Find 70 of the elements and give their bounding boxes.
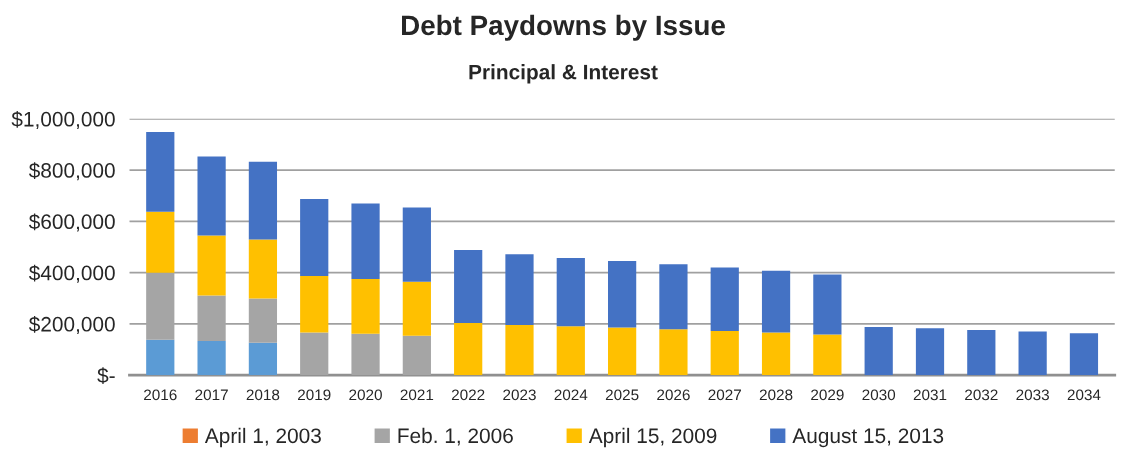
x-tick-label: 2031: [913, 389, 947, 401]
bar: [300, 199, 329, 276]
y-tick-label: $-: [97, 367, 115, 385]
bar: [402, 335, 431, 376]
x-tick-label: 2024: [554, 389, 588, 401]
bar: [248, 239, 278, 299]
bar: [710, 331, 739, 376]
bar: [351, 333, 380, 376]
x-tick-label: 2019: [298, 389, 331, 401]
bar: [197, 341, 226, 376]
bar: [300, 332, 329, 376]
bar: [761, 270, 791, 333]
bar: [197, 156, 226, 236]
bar: [608, 327, 637, 376]
bar: [1069, 333, 1099, 376]
x-tick-label: 2034: [1067, 389, 1101, 401]
x-tick-label: 2016: [144, 389, 177, 401]
x-tick-label: 2021: [400, 389, 434, 401]
chart-subtitle: Principal & Interest: [469, 64, 658, 84]
bar: [402, 281, 431, 336]
y-tick-label: $600,000: [28, 213, 115, 232]
x-tick-label: 2020: [349, 389, 382, 401]
legend-label: April 15, 2009: [588, 427, 717, 448]
bar: [915, 328, 945, 376]
y-tick-label: $200,000: [28, 316, 115, 335]
legend-label: Feb. 1, 2006: [398, 427, 513, 446]
bar: [248, 342, 278, 376]
bar: [967, 330, 996, 376]
bar: [146, 211, 175, 273]
x-tick-label: 2023: [503, 389, 536, 401]
bar: [1018, 331, 1047, 376]
legend-label: August 15, 2013: [792, 428, 944, 448]
x-tick-label: 2033: [1016, 389, 1049, 401]
x-tick-label: 2018: [246, 389, 280, 401]
bar: [351, 279, 380, 334]
x-tick-label: 2027: [708, 389, 741, 401]
bar: [351, 203, 380, 280]
bar: [659, 264, 688, 330]
x-tick-label: 2026: [657, 389, 690, 401]
bar: [761, 332, 791, 376]
x-tick-label: 2017: [195, 389, 228, 401]
y-tick-label: $1,000,000: [11, 110, 115, 130]
bar: [146, 339, 175, 376]
bar: [864, 326, 893, 376]
bar: [659, 329, 688, 376]
x-tick-label: 2032: [965, 389, 998, 401]
bar: [402, 207, 431, 282]
bar: [146, 131, 175, 212]
bar: [505, 324, 534, 376]
x-tick-label: 2029: [811, 389, 844, 401]
bar: [556, 258, 585, 327]
legend-label: April 1, 2003: [204, 427, 321, 448]
bar: [454, 323, 483, 376]
x-tick-label: 2030: [862, 389, 896, 401]
bar: [813, 274, 842, 335]
chart-title: Debt Paydowns by Issue: [402, 14, 725, 41]
x-tick-label: 2022: [451, 389, 485, 401]
bar: [556, 326, 585, 376]
bar: [813, 334, 842, 376]
x-tick-label: 2028: [759, 389, 793, 401]
bar: [608, 261, 637, 328]
bar: [300, 275, 329, 333]
bar: [710, 267, 739, 332]
x-tick-label: 2025: [605, 389, 639, 401]
bar: [454, 250, 483, 324]
bar: [197, 235, 226, 296]
y-tick-label: $800,000: [28, 162, 115, 181]
y-tick-label: $400,000: [28, 264, 115, 283]
bar: [248, 161, 278, 240]
bar: [505, 254, 534, 325]
